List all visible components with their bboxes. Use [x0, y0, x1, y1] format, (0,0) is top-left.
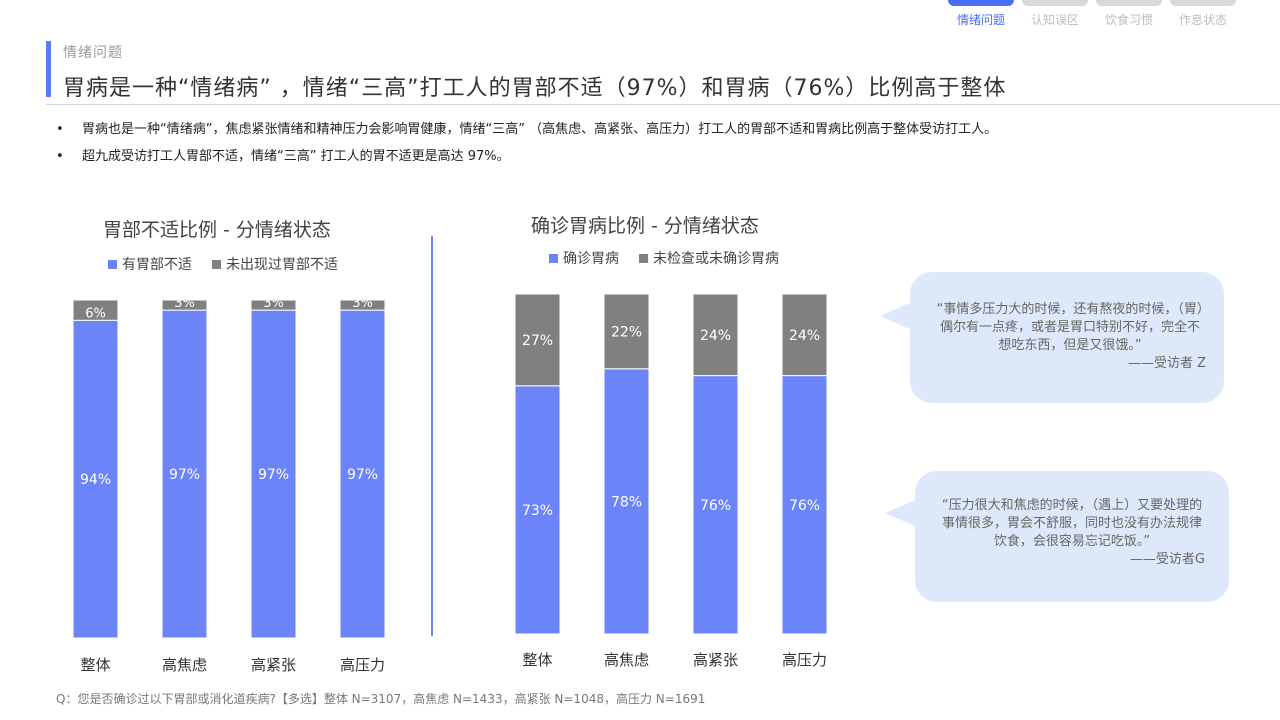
footnote: Q：您是否确诊过以下胃部或消化道疾病?【多选】整体 N=3107，高焦虑 N=1… — [56, 692, 706, 706]
bullet-item: 超九成受访打工人胃部不适，情绪“三高” 打工人的胃不适更是高达 97%。 — [56, 147, 1256, 166]
data-label: 78% — [611, 494, 642, 510]
bar-segment-primary — [692, 375, 739, 635]
category-label: 整体 — [522, 651, 552, 669]
category-label: 高焦虑 — [604, 651, 649, 669]
bar-segment-secondary — [161, 299, 208, 311]
tab-indicator — [1022, 0, 1088, 6]
chart-1-plot: 94% 6% 整体 97% 3% 高焦虑 97% 3% 高紧张 97% 3% 高压力 — [72, 296, 386, 674]
category-label: 整体 — [80, 656, 110, 674]
category-label: 高紧张 — [251, 656, 296, 674]
chart-2-legend: 确诊胃病 未检查或未确诊胃病 — [549, 248, 779, 268]
summary-bullets: 胃病也是一种“情绪病”，焦虑紧张情绪和精神压力会影响胃健康，情绪“三高” （高焦… — [56, 120, 1256, 174]
section-tabs: 情绪问题 认知误区 饮食习惯 作息状态 — [948, 0, 1236, 28]
tab-label: 饮食习惯 — [1104, 13, 1153, 27]
data-label: 76% — [789, 498, 820, 514]
quote-text: “压力很大和焦虑的时候，（遇上）又要处理的事情很多，胃会不舒服，同时也没有办法规… — [941, 498, 1203, 549]
data-label: 97% — [169, 467, 200, 483]
bar-segment-primary — [781, 375, 828, 635]
quote-tail — [880, 302, 912, 330]
data-label: 3% — [263, 296, 284, 311]
bar-segment-secondary — [339, 299, 386, 311]
chart-2-title: 确诊胃病比例 - 分情绪状态 — [531, 215, 759, 237]
bar-segment-secondary — [603, 293, 650, 370]
title-divider — [46, 104, 1280, 105]
tab-diet[interactable]: 饮食习惯 — [1096, 0, 1162, 28]
quote-tail — [885, 499, 917, 527]
tab-label: 情绪问题 — [956, 13, 1005, 27]
legend-item: 未出现过胃部不适 — [212, 254, 338, 274]
quote-author: ——受访者 Z — [1127, 356, 1206, 371]
title-accent-bar — [46, 41, 51, 97]
page-title: 胃病是一种“情绪病” ，情绪“三高”打工人的胃部不适（97%）和胃病（76%）比… — [63, 76, 1007, 101]
quote-bubble: “事情多压力大的时候，还有熬夜的时候，（胃）偶尔有一点疼，或者是胃口特别不好，完… — [880, 272, 1224, 403]
chart-1-legend: 有胃部不适 未出现过胃部不适 — [108, 254, 338, 274]
legend-item: 确诊胃病 — [549, 248, 619, 268]
legend-swatch — [639, 253, 648, 263]
data-label: 97% — [347, 467, 378, 483]
data-label: 3% — [174, 296, 195, 311]
legend-label: 未出现过胃部不适 — [226, 257, 338, 273]
legend-item: 有胃部不适 — [108, 254, 192, 274]
legend-swatch — [108, 259, 117, 269]
data-label: 24% — [700, 328, 731, 344]
bar-segment-primary — [514, 385, 561, 635]
category-label: 高压力 — [340, 656, 385, 674]
bar-segment-primary — [250, 309, 297, 639]
data-label: 24% — [789, 328, 820, 344]
bar-segment-secondary — [72, 299, 119, 321]
data-label: 73% — [522, 503, 553, 519]
legend-item: 未检查或未确诊胃病 — [639, 248, 779, 268]
data-label: 76% — [700, 498, 731, 514]
quote-author: ——受访者G — [1129, 552, 1205, 567]
tab-indicator — [1170, 0, 1236, 6]
bar-segment-secondary — [781, 293, 828, 377]
tab-cognition[interactable]: 认知误区 — [1022, 0, 1088, 28]
tab-label: 认知误区 — [1030, 13, 1079, 27]
quote-bubble: “压力很大和焦虑的时候，（遇上）又要处理的事情很多，胃会不舒服，同时也没有办法规… — [885, 471, 1229, 602]
data-label: 6% — [85, 306, 106, 321]
tab-label: 作息状态 — [1178, 13, 1227, 27]
quote-text: “事情多压力大的时候，还有熬夜的时候，（胃）偶尔有一点疼，或者是胃口特别不好，完… — [936, 302, 1204, 353]
legend-swatch — [212, 259, 221, 269]
legend-label: 有胃部不适 — [122, 257, 192, 273]
legend-swatch — [549, 253, 558, 263]
data-label: 3% — [352, 296, 373, 311]
bar-segment-primary — [339, 309, 386, 639]
section-label: 情绪问题 — [63, 45, 123, 61]
tab-indicator — [948, 0, 1014, 6]
bar-segment-primary — [72, 319, 119, 639]
category-label: 高紧张 — [693, 651, 738, 669]
chart-divider — [431, 236, 433, 636]
legend-label: 未检查或未确诊胃病 — [653, 251, 779, 267]
data-label: 94% — [80, 472, 111, 488]
bar-segment-secondary — [514, 293, 561, 387]
bar-segment-secondary — [250, 299, 297, 311]
tab-emotion[interactable]: 情绪问题 — [948, 0, 1014, 28]
data-label: 27% — [522, 333, 553, 349]
category-label: 高压力 — [782, 651, 827, 669]
category-label: 高焦虑 — [162, 656, 207, 674]
data-label: 97% — [258, 467, 289, 483]
chart-2-plot: 73% 27% 整体 78% 22% 高焦虑 76% 24% 高紧张 76% 24% 高压力 — [514, 293, 828, 669]
chart-1-title: 胃部不适比例 - 分情绪状态 — [103, 219, 331, 241]
bullet-item: 胃病也是一种“情绪病”，焦虑紧张情绪和精神压力会影响胃健康，情绪“三高” （高焦… — [56, 120, 1256, 139]
tab-routine[interactable]: 作息状态 — [1170, 0, 1236, 28]
legend-label: 确诊胃病 — [563, 251, 619, 267]
tab-indicator — [1096, 0, 1162, 6]
bar-segment-secondary — [692, 293, 739, 377]
data-label: 22% — [611, 324, 642, 340]
